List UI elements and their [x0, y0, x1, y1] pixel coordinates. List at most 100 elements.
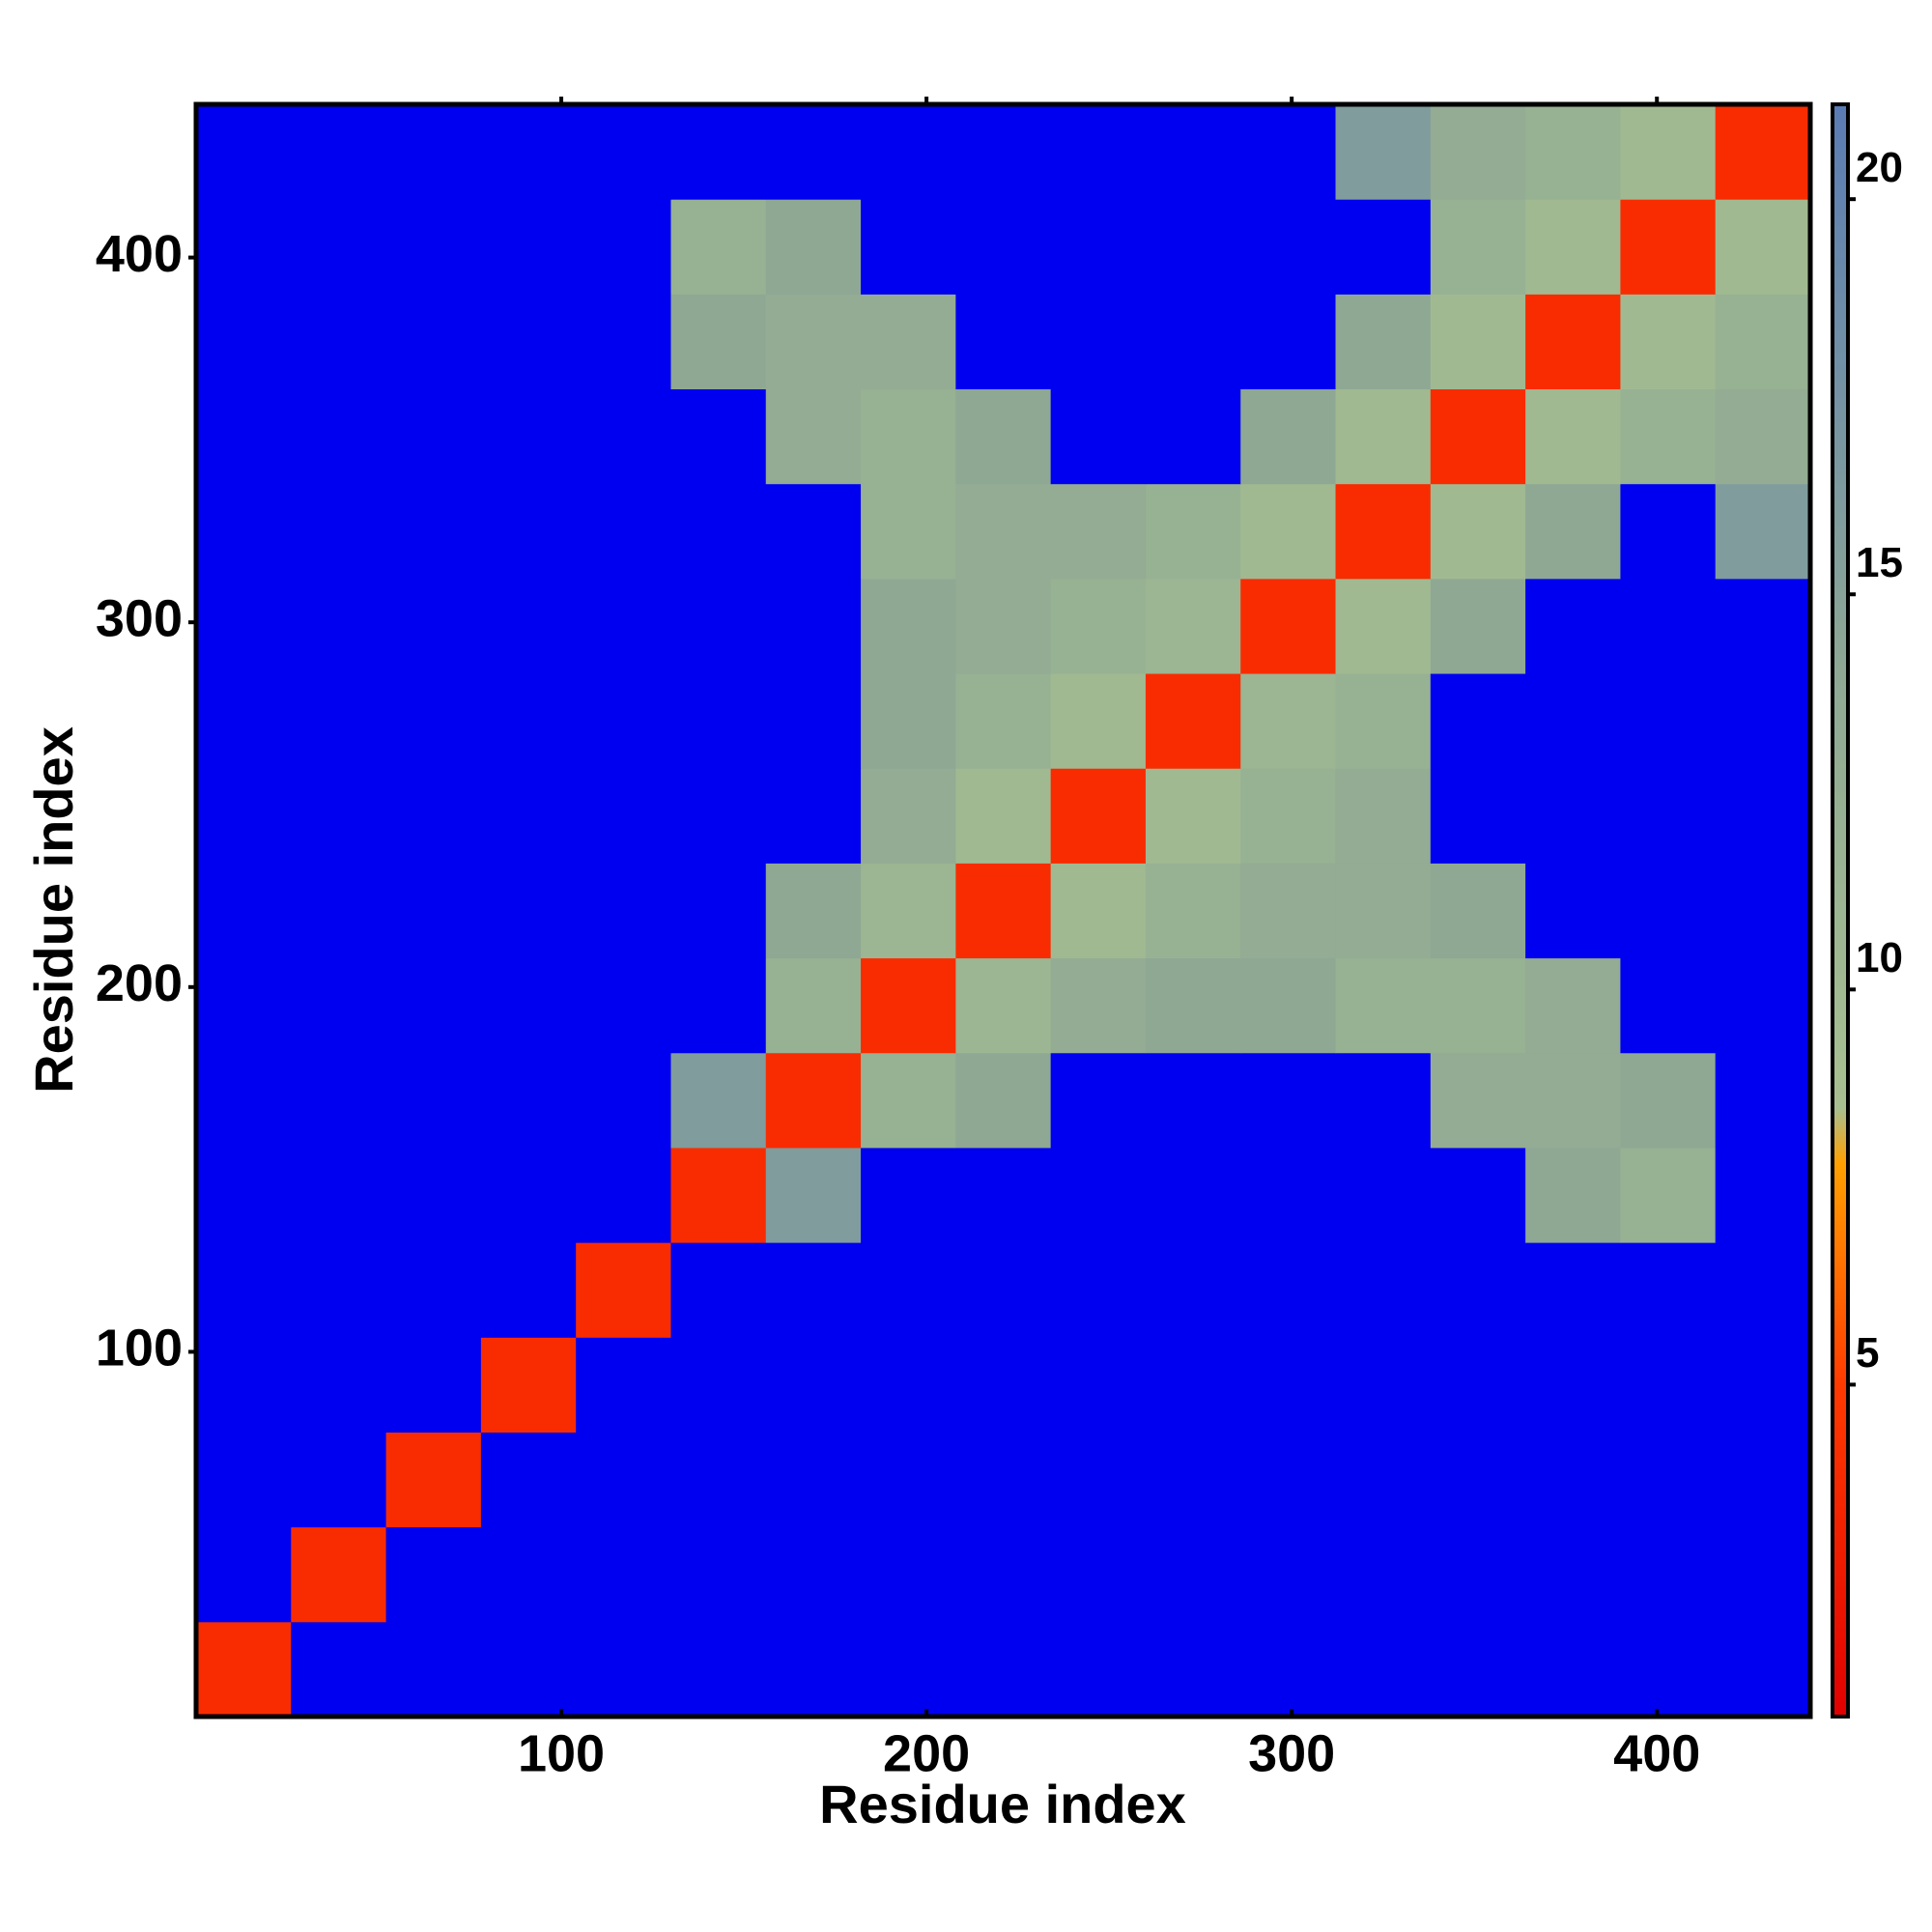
heatmap-cell	[765, 1337, 862, 1433]
heatmap-cell	[955, 1052, 1052, 1149]
heatmap-cell	[1335, 1337, 1432, 1433]
heatmap-cell	[955, 1147, 1052, 1243]
heatmap-cell	[196, 578, 292, 674]
heatmap-cell	[1715, 1526, 1811, 1623]
heatmap-cell	[1715, 578, 1811, 674]
heatmap-cell	[765, 1432, 862, 1528]
heatmap-cell	[480, 104, 577, 200]
heatmap-cell	[1525, 294, 1621, 390]
heatmap-cell	[1430, 1432, 1526, 1528]
colorbar-tick-label: 5	[1856, 1329, 1879, 1377]
heatmap-cell	[861, 483, 956, 580]
heatmap-cell	[1240, 768, 1337, 864]
heatmap-cell	[385, 578, 482, 674]
heatmap-cell	[576, 957, 671, 1054]
heatmap-cell	[670, 1147, 767, 1243]
heatmap-cell	[385, 1052, 482, 1149]
heatmap-cell	[1715, 1432, 1811, 1528]
heatmap-cell	[1050, 1526, 1147, 1623]
heatmap-cell	[1525, 104, 1621, 200]
heatmap-cell	[1715, 673, 1811, 769]
x-tick-label: 100	[518, 1724, 605, 1782]
heatmap-cell	[480, 863, 577, 959]
heatmap-cell	[480, 768, 577, 864]
heatmap-cell	[861, 388, 956, 485]
heatmap-cell	[1240, 483, 1337, 580]
heatmap-cell	[1335, 1621, 1432, 1718]
heatmap-cell	[861, 104, 956, 200]
heatmap-cell	[955, 863, 1052, 959]
heatmap-cell	[1620, 1621, 1717, 1718]
heatmap-cell	[480, 578, 577, 674]
heatmap-cell	[765, 673, 862, 769]
heatmap-cell	[1430, 388, 1526, 485]
heatmap-cell	[1620, 199, 1717, 295]
heatmap-cell	[765, 483, 862, 580]
heatmap-cell	[1240, 104, 1337, 200]
y-tick-label: 200	[96, 954, 183, 1012]
x-tick-label: 300	[1248, 1724, 1335, 1782]
heatmap-cell	[1335, 863, 1432, 959]
heatmap-cell	[1145, 1526, 1241, 1623]
heatmap-cell	[480, 483, 577, 580]
heatmap-cell	[385, 104, 482, 200]
heatmap-cell	[955, 1337, 1052, 1433]
heatmap-cell	[1335, 388, 1432, 485]
heatmap-cell	[1525, 1242, 1621, 1338]
heatmap-cell	[1145, 863, 1241, 959]
heatmap-cell	[1145, 1242, 1241, 1338]
heatmap-cell	[861, 1526, 956, 1623]
heatmap-cell	[1525, 1337, 1621, 1433]
heatmap-cell	[480, 1147, 577, 1243]
heatmap-cell	[196, 1242, 292, 1338]
heatmap-cell	[480, 1621, 577, 1718]
heatmap-cell	[196, 673, 292, 769]
heatmap-cell	[196, 294, 292, 390]
heatmap-cell	[1430, 294, 1526, 390]
heatmap-cell	[1050, 578, 1147, 674]
heatmap-cell	[861, 1052, 956, 1149]
heatmap-cell	[955, 673, 1052, 769]
heatmap-cell	[1525, 768, 1621, 864]
heatmap-cell	[861, 863, 956, 959]
heatmap-cell	[670, 1526, 767, 1623]
heatmap-cell	[1715, 1052, 1811, 1149]
heatmap-cell	[1335, 1526, 1432, 1623]
heatmap-cell	[196, 1526, 292, 1623]
heatmap-cell	[385, 199, 482, 295]
heatmap-cell	[385, 294, 482, 390]
heatmap-cell	[1145, 1147, 1241, 1243]
heatmap-cell	[765, 578, 862, 674]
heatmap-cell	[291, 1621, 387, 1718]
colorbar-tick-label: 20	[1856, 144, 1903, 191]
heatmap-cell	[291, 1526, 387, 1623]
heatmap-cell	[1145, 1621, 1241, 1718]
heatmap-cell	[1715, 483, 1811, 580]
heatmap-cell	[955, 1526, 1052, 1623]
heatmap-cell	[670, 578, 767, 674]
heatmap-cell	[1715, 388, 1811, 485]
heatmap-cell	[1715, 1242, 1811, 1338]
heatmap-cell	[1335, 1242, 1432, 1338]
heatmap-cell	[385, 673, 482, 769]
heatmap-cell	[576, 1621, 671, 1718]
heatmap-cell	[765, 957, 862, 1054]
heatmap-cell	[1335, 483, 1432, 580]
heatmap-cell	[670, 768, 767, 864]
heatmap-cell	[196, 199, 292, 295]
heatmap-cell	[576, 1242, 671, 1338]
heatmap-cell	[1525, 1526, 1621, 1623]
heatmap-cell	[955, 388, 1052, 485]
heatmap-cell	[765, 199, 862, 295]
heatmap-cell	[480, 294, 577, 390]
heatmap-cell	[576, 104, 671, 200]
heatmap-cell	[576, 673, 671, 769]
heatmap-cell	[1145, 388, 1241, 485]
heatmap-cell	[1430, 1052, 1526, 1149]
heatmap-cell	[1430, 483, 1526, 580]
heatmap-cell	[765, 1242, 862, 1338]
heatmap-cell	[385, 957, 482, 1054]
heatmap-cell	[1430, 768, 1526, 864]
heatmap-cell	[670, 388, 767, 485]
heatmap-cell	[1715, 957, 1811, 1054]
